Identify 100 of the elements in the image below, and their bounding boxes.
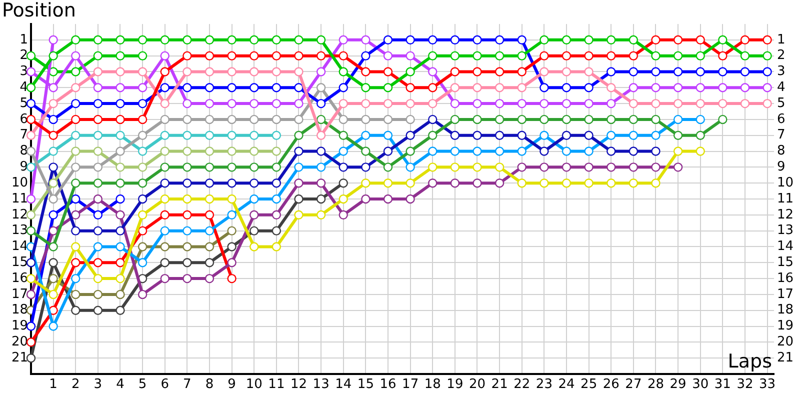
point xyxy=(762,67,772,76)
point xyxy=(204,258,214,268)
y-tick-label: 21 xyxy=(11,350,28,366)
point xyxy=(26,146,36,156)
x-tick-label: 32 xyxy=(736,377,754,392)
point xyxy=(540,114,549,124)
y-tick-label: 14 xyxy=(11,239,28,254)
point xyxy=(250,51,259,60)
x-tick-label: 27 xyxy=(625,377,642,392)
point xyxy=(272,98,282,108)
point xyxy=(696,51,705,60)
point xyxy=(48,51,58,60)
point xyxy=(160,162,170,172)
y-tick-label: 13 xyxy=(11,223,28,238)
point xyxy=(26,130,36,140)
point xyxy=(316,178,326,188)
point xyxy=(450,83,460,92)
point xyxy=(696,114,705,124)
point xyxy=(71,67,80,76)
point xyxy=(606,98,616,108)
point xyxy=(428,178,438,188)
point xyxy=(182,258,192,268)
x-tick-label: 10 xyxy=(246,377,262,392)
y-tick-label: 18 xyxy=(11,302,28,318)
point xyxy=(361,130,370,140)
point xyxy=(428,114,438,124)
point xyxy=(204,178,214,188)
point xyxy=(762,83,772,92)
point xyxy=(160,130,170,140)
point xyxy=(71,194,80,204)
point xyxy=(204,162,214,172)
point xyxy=(740,67,750,76)
point xyxy=(71,274,80,284)
x-tick-label: 15 xyxy=(357,377,374,392)
point xyxy=(182,146,192,156)
point xyxy=(26,338,36,347)
point xyxy=(338,83,348,92)
point xyxy=(93,290,103,300)
point xyxy=(48,258,58,268)
point xyxy=(116,83,125,92)
y2-tick-label: 3 xyxy=(777,64,786,80)
point xyxy=(562,67,572,76)
point xyxy=(316,210,326,220)
point xyxy=(26,98,36,108)
point xyxy=(227,67,236,76)
x-tick-label: 26 xyxy=(602,377,620,392)
point xyxy=(93,178,103,188)
point xyxy=(472,146,482,156)
point xyxy=(383,194,393,204)
point xyxy=(472,114,482,124)
point xyxy=(116,178,125,188)
point xyxy=(628,51,638,60)
y2-tick-label: 15 xyxy=(777,255,794,270)
point xyxy=(204,35,214,45)
point xyxy=(562,130,572,140)
point xyxy=(227,114,236,124)
point xyxy=(651,67,660,76)
point xyxy=(160,178,170,188)
point xyxy=(651,83,660,92)
point xyxy=(450,178,460,188)
point xyxy=(227,83,236,92)
point xyxy=(540,162,549,172)
x-tick-label: 1 xyxy=(49,377,58,392)
point xyxy=(116,274,125,284)
point xyxy=(584,67,594,76)
point xyxy=(517,83,526,92)
point xyxy=(294,51,304,60)
point xyxy=(160,146,170,156)
point xyxy=(316,35,326,45)
point xyxy=(182,178,192,188)
point xyxy=(696,130,705,140)
point xyxy=(48,210,58,220)
point xyxy=(584,35,594,45)
point xyxy=(361,67,370,76)
point xyxy=(338,162,348,172)
point xyxy=(116,290,125,300)
point xyxy=(651,146,660,156)
point xyxy=(160,194,170,204)
x-tick-label: 11 xyxy=(268,377,285,392)
point xyxy=(338,35,348,45)
point xyxy=(562,35,572,45)
point xyxy=(762,98,772,108)
point xyxy=(494,178,504,188)
point xyxy=(428,83,438,92)
point xyxy=(673,51,683,60)
point xyxy=(138,178,148,188)
point xyxy=(93,114,103,124)
point xyxy=(338,67,348,76)
x-tick-label: 23 xyxy=(536,377,552,392)
point xyxy=(383,130,393,140)
x-tick-label: 20 xyxy=(468,377,486,392)
point xyxy=(584,130,594,140)
y-tick-label: 4 xyxy=(20,80,28,96)
y2-tick-label: 16 xyxy=(777,270,794,286)
point xyxy=(26,83,36,92)
point xyxy=(160,242,170,252)
point xyxy=(116,51,125,60)
y-tick-label: 1 xyxy=(20,32,28,48)
x-tick-label: 12 xyxy=(290,377,308,392)
y-tick-label: 8 xyxy=(20,144,28,159)
